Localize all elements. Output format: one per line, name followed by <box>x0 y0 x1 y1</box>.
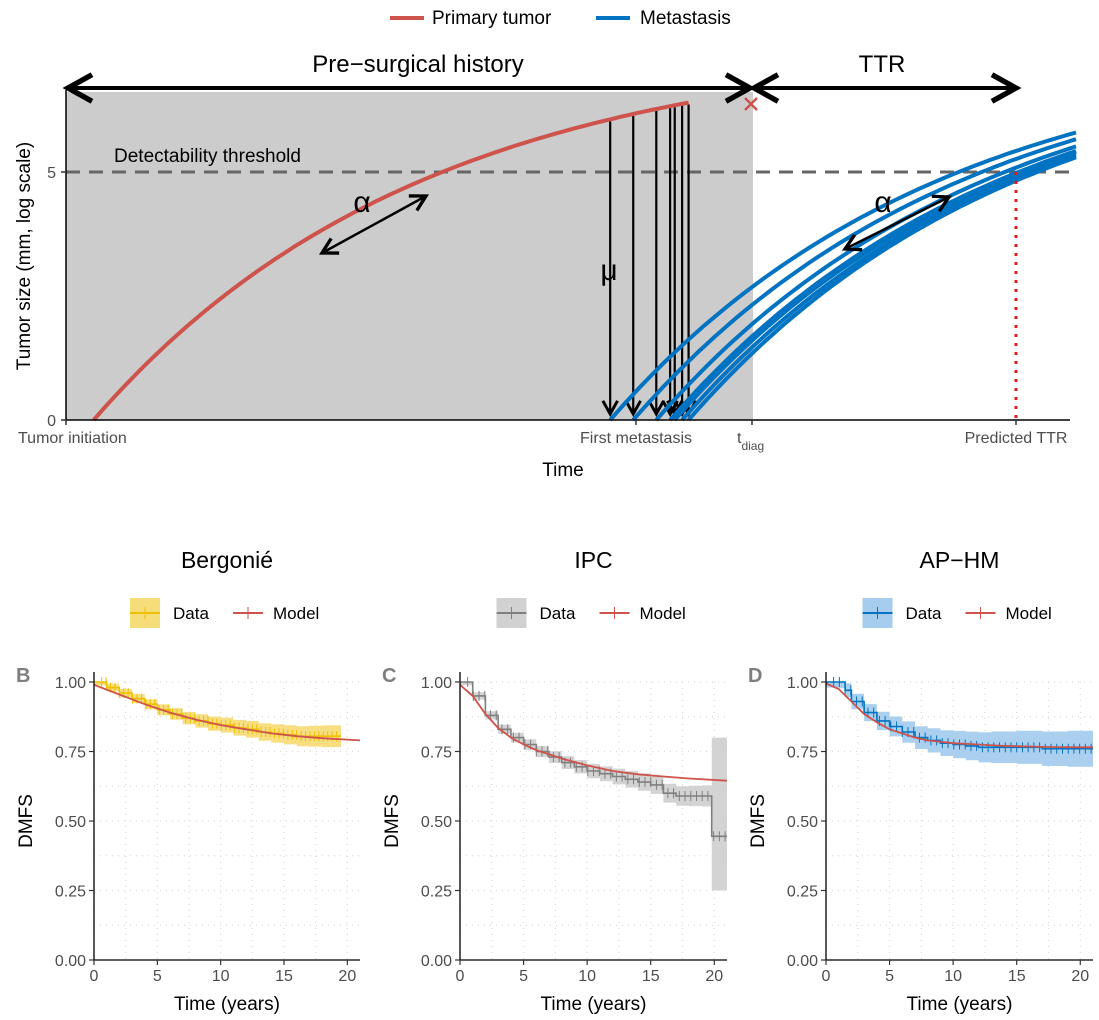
ytick-label-2-2: 0.50 <box>787 814 818 831</box>
panel-y-title-1: DMFS <box>382 794 403 848</box>
panel-title-0: Bergonié <box>181 547 273 573</box>
data-km-curve-1 <box>460 681 727 838</box>
model-curve-0 <box>93 683 361 742</box>
mu-label: μ <box>600 254 617 287</box>
ytick-label-1-1: 0.25 <box>421 884 452 901</box>
panel-d: AP−HM Data Model D 0.00 0.25 0.50 0.75 1.00 0 5 10 1… <box>748 547 1094 1015</box>
panel-b: Bergonié Data Model B 0.00 0.25 0.50 0.75 1.00 0 5… <box>16 547 361 1015</box>
panel-y-title-0: DMFS <box>16 794 37 848</box>
panel-c: IPC Data Model C 0.00 0.25 0.50 0.75 1.00 0 5 10 15 2… <box>382 547 728 1015</box>
legend-model-label-2: Model <box>1006 604 1052 623</box>
panel-letter-0: B <box>16 665 30 687</box>
panel-x-title-2: Time (years) <box>907 994 1013 1015</box>
ytick-label-0-0: 0.00 <box>55 953 86 970</box>
ytick-label-1-2: 0.50 <box>421 814 452 831</box>
ytick-label-2-0: 0.00 <box>787 953 818 970</box>
xtick-label-2-2: 10 <box>944 968 962 985</box>
data-ci-ribbon-2 <box>826 682 1093 768</box>
pre-surgical-shade <box>66 92 753 420</box>
xtick-t-diag: tdiag <box>737 430 764 453</box>
xtick-first-metastasis: First metastasis <box>580 430 692 447</box>
panel-letter-1: C <box>382 665 396 687</box>
legend-primary-label: Primary tumor <box>432 8 552 29</box>
alpha-label-metastasis: α <box>874 186 891 219</box>
ytick-label-0-3: 0.75 <box>55 745 86 762</box>
alpha-label-primary: α <box>353 186 370 219</box>
xtick-label-2-3: 15 <box>1008 968 1026 985</box>
panel-title-1: IPC <box>574 547 612 573</box>
top-x-axis-title: Time <box>542 460 584 481</box>
detectability-threshold-label: Detectability threshold <box>114 146 301 167</box>
alpha-slope-arrow-primary <box>322 196 426 253</box>
xtick-label-2-1: 5 <box>885 968 894 985</box>
top-y-axis-title: Tumor size (mm, log scale) <box>14 142 35 370</box>
xtick-t-diag-sub: diag <box>741 439 764 453</box>
panel-letter-2: D <box>748 665 762 687</box>
panel-title-2: AP−HM <box>920 547 1000 573</box>
panel-y-title-2: DMFS <box>748 794 769 848</box>
xtick-t-diag-main: t <box>737 430 742 447</box>
metastasis-emission-arrows <box>610 104 688 414</box>
ytick-label-1-3: 0.75 <box>421 745 452 762</box>
ytick-label-0-1: 0.25 <box>55 884 86 901</box>
legend-data-label-0: Data <box>173 604 209 623</box>
xtick-label-2-4: 20 <box>1071 968 1089 985</box>
xtick-label-1-1: 5 <box>519 968 528 985</box>
ytick-label-0-2: 0.50 <box>55 814 86 831</box>
xtick-label-0-1: 5 <box>153 968 162 985</box>
top-legend: Primary tumor Metastasis <box>390 8 731 29</box>
ytick-label-2-1: 0.25 <box>787 884 818 901</box>
top-ytick-0: 0 <box>47 413 56 430</box>
legend-metastasis-label: Metastasis <box>640 8 731 29</box>
ttr-label: TTR <box>859 51 906 78</box>
xtick-label-1-0: 0 <box>456 968 465 985</box>
panel-grid-1 <box>459 681 727 961</box>
panel-x-title-1: Time (years) <box>541 994 647 1015</box>
schematic-panel: Primary tumor Metastasis Pre−surgical hi… <box>14 8 1077 481</box>
xtick-label-2-0: 0 <box>822 968 831 985</box>
primary-tumor-curve <box>92 100 689 422</box>
legend-data-label-2: Data <box>906 604 942 623</box>
panel-x-title-0: Time (years) <box>174 994 280 1015</box>
ytick-label-0-4: 1.00 <box>55 675 86 692</box>
legend-model-label-1: Model <box>640 604 686 623</box>
panel-legend-0: Data Model <box>130 598 319 628</box>
panel-grid-2 <box>825 681 1093 961</box>
xtick-label-0-0: 0 <box>90 968 99 985</box>
censor-marks-1 <box>467 677 726 842</box>
xtick-label-1-4: 20 <box>705 968 723 985</box>
xtick-tumor-initiation: Tumor initiation <box>18 430 127 447</box>
legend-data-label-1: Data <box>540 604 576 623</box>
censor-marks-0 <box>101 677 338 742</box>
model-curve-2 <box>825 682 1094 749</box>
xtick-label-1-3: 15 <box>642 968 660 985</box>
pre-surgical-label: Pre−surgical history <box>312 51 523 78</box>
ytick-label-1-4: 1.00 <box>421 675 452 692</box>
ytick-label-2-4: 1.00 <box>787 675 818 692</box>
model-curve-1 <box>459 684 728 782</box>
xtick-label-1-2: 10 <box>578 968 596 985</box>
data-km-curve-2 <box>826 681 1093 750</box>
panel-legend-1: Data Model <box>496 598 686 628</box>
xtick-label-0-4: 20 <box>338 968 356 985</box>
xtick-predicted-ttr: Predicted TTR <box>965 430 1068 447</box>
surgery-cross-icon <box>744 97 758 111</box>
panel-legend-2: Data Model <box>862 598 1052 628</box>
xtick-label-0-2: 10 <box>212 968 230 985</box>
legend-model-label-0: Model <box>273 604 319 623</box>
xtick-label-0-3: 15 <box>275 968 293 985</box>
top-ytick-5: 5 <box>47 165 56 182</box>
ytick-label-2-3: 0.75 <box>787 745 818 762</box>
alpha-slope-arrow-metastasis <box>845 197 949 249</box>
survival-panels: Bergonié Data Model B 0.00 0.25 0.50 0.75 1.00 0 5… <box>16 547 1094 1015</box>
ytick-label-1-0: 0.00 <box>421 953 452 970</box>
data-ci-ribbon-1 <box>460 682 727 891</box>
